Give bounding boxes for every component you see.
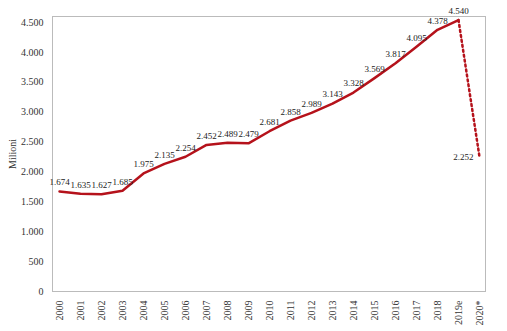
- svg-text:4.378: 4.378: [427, 16, 448, 26]
- svg-text:2020*: 2020*: [474, 301, 485, 326]
- svg-text:2016: 2016: [390, 301, 401, 321]
- svg-text:2010: 2010: [264, 301, 275, 321]
- svg-text:4.540: 4.540: [448, 6, 469, 16]
- svg-text:2011: 2011: [285, 301, 296, 321]
- svg-text:2018: 2018: [432, 301, 443, 321]
- svg-text:2004: 2004: [138, 301, 149, 321]
- svg-text:3.143: 3.143: [322, 89, 343, 99]
- svg-text:3.569: 3.569: [364, 64, 385, 74]
- svg-text:2.452: 2.452: [196, 131, 216, 141]
- svg-text:2013: 2013: [327, 301, 338, 321]
- svg-text:3.000: 3.000: [21, 106, 44, 117]
- svg-text:2.135: 2.135: [154, 150, 175, 160]
- svg-text:3.500: 3.500: [21, 76, 44, 87]
- svg-text:2015: 2015: [369, 301, 380, 321]
- svg-text:0: 0: [39, 286, 44, 297]
- svg-text:2003: 2003: [117, 301, 128, 321]
- svg-text:2008: 2008: [222, 301, 233, 321]
- svg-text:1.000: 1.000: [21, 226, 44, 237]
- svg-text:4.095: 4.095: [406, 33, 427, 43]
- svg-text:2.479: 2.479: [238, 129, 259, 139]
- svg-text:2.254: 2.254: [175, 143, 196, 153]
- svg-text:2000: 2000: [54, 301, 65, 321]
- svg-text:2001: 2001: [75, 301, 86, 321]
- svg-text:4.500: 4.500: [21, 17, 44, 28]
- svg-text:2005: 2005: [159, 301, 170, 321]
- svg-text:2019e: 2019e: [453, 300, 464, 325]
- svg-text:1.685: 1.685: [112, 177, 133, 187]
- svg-text:2.500: 2.500: [21, 136, 44, 147]
- svg-text:500: 500: [29, 256, 44, 267]
- svg-text:2006: 2006: [180, 301, 191, 321]
- svg-text:2002: 2002: [96, 301, 107, 321]
- svg-text:3.817: 3.817: [385, 49, 406, 59]
- svg-text:2.681: 2.681: [259, 117, 279, 127]
- svg-text:2014: 2014: [348, 301, 359, 321]
- svg-text:1.635: 1.635: [70, 180, 91, 190]
- svg-text:1.975: 1.975: [133, 159, 154, 169]
- svg-text:4.000: 4.000: [21, 47, 44, 58]
- svg-text:1.627: 1.627: [91, 180, 112, 190]
- svg-text:2.000: 2.000: [21, 166, 44, 177]
- svg-text:1.500: 1.500: [21, 196, 44, 207]
- svg-text:Milioni: Milioni: [7, 139, 18, 169]
- svg-text:2.252: 2.252: [453, 152, 473, 162]
- svg-text:2.989: 2.989: [301, 99, 322, 109]
- svg-text:2.858: 2.858: [280, 107, 301, 117]
- svg-text:2012: 2012: [306, 301, 317, 321]
- svg-text:3.328: 3.328: [343, 78, 364, 88]
- svg-text:2007: 2007: [201, 301, 212, 321]
- svg-text:2009: 2009: [243, 301, 254, 321]
- svg-text:1.674: 1.674: [49, 177, 70, 187]
- svg-text:2017: 2017: [411, 301, 422, 321]
- svg-text:2.489: 2.489: [217, 129, 238, 139]
